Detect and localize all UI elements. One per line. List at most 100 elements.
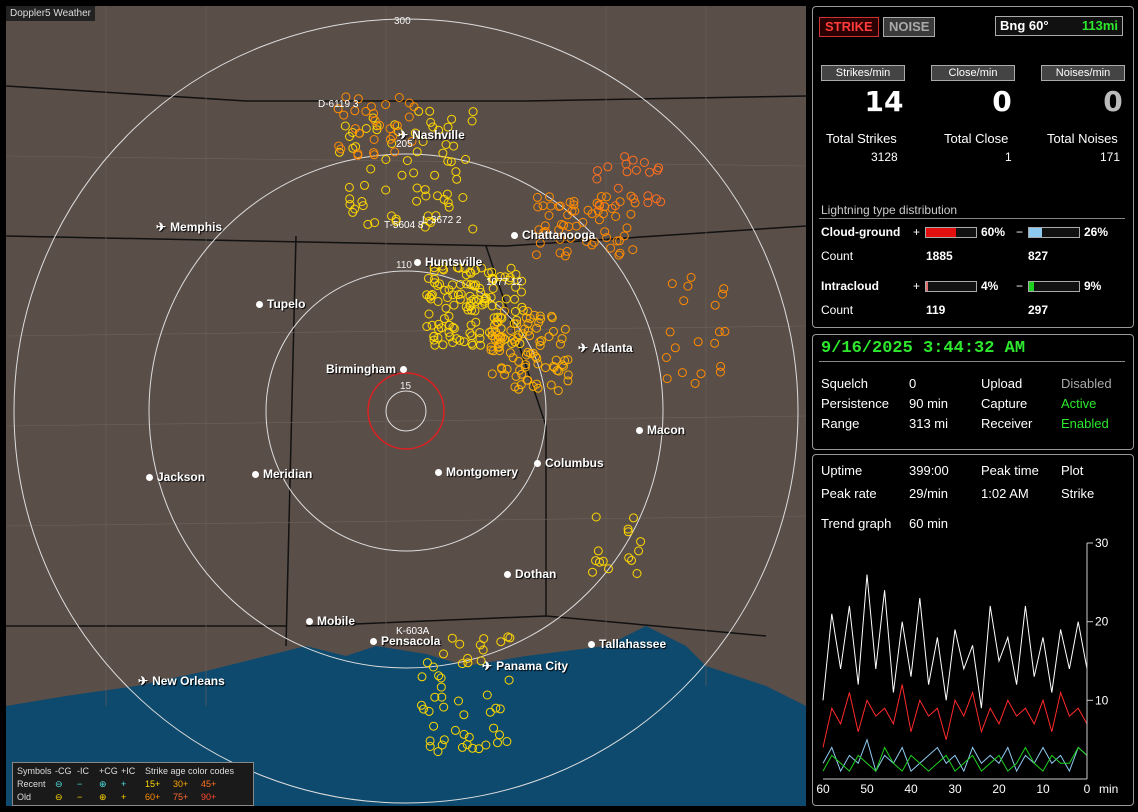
strike-marker [566,233,575,243]
strike-marker [468,743,477,753]
strike-marker [449,141,459,151]
strike-marker [425,106,435,116]
city-dot [504,571,511,579]
noise-mode-button[interactable]: NOISE [883,17,936,37]
strike-marker [394,93,404,102]
x-tick-label: 40 [904,782,918,796]
strike-marker [368,113,378,123]
city-columbus: Columbus [534,456,604,470]
legend-old-label: Old [17,792,32,802]
strike-marker [656,197,666,207]
strike-marker [467,331,477,341]
strike-mode-button[interactable]: STRIKE [819,17,879,37]
peak-time-label: Peak time [981,463,1039,478]
strike-marker [428,662,438,672]
uptime-value: 399:00 [909,463,949,478]
city-panama-city: ✈ Panama City [482,659,569,673]
strike-marker [710,300,720,310]
strike-marker [462,279,471,289]
strike-marker [345,194,355,204]
strike-marker [510,382,520,392]
strike-marker [429,263,439,273]
ring-label-110: 110 [396,260,412,271]
strike-marker [517,276,527,286]
strike-marker [422,322,432,331]
city-atlanta: ✈ Atlanta [578,341,633,355]
strike-marker [619,231,629,241]
sensor-label: D-6119 3 [318,99,359,110]
strike-marker [471,317,481,327]
strike-marker [532,192,542,202]
strike-marker [447,114,457,124]
strike-marker [487,301,497,311]
legend-symbols-label: Symbols [17,766,52,776]
strike-marker [677,368,687,378]
strike-marker [468,224,478,234]
strike-marker [503,632,513,642]
strike-marker [504,275,514,285]
trend-graph-label: Trend graph [821,516,892,531]
strike-marker [358,201,368,211]
upload-label: Upload [981,376,1023,391]
strike-marker [696,369,706,379]
divider [819,361,1125,362]
strike-marker [510,294,520,304]
strike-marker [353,94,363,104]
strike-marker [525,331,535,341]
strike-marker [350,124,360,134]
strike-marker [366,164,376,174]
strike-marker [624,553,634,563]
close-per-min-value: 0 [992,85,1012,118]
minus-sign: − [1016,279,1024,293]
strike-marker [516,380,526,390]
ring-inner [385,390,427,432]
strike-marker [465,291,475,301]
strike-marker [615,197,625,207]
strike-marker [514,356,524,366]
strike-marker [433,333,443,343]
strike-marker [620,152,630,162]
y-tick-label: 10 [1095,693,1109,707]
strike-marker [445,332,455,342]
strike-marker [443,156,453,166]
plot-value[interactable]: Strike [1061,486,1095,501]
strike-marker [496,637,506,647]
airport-icon: ✈ [578,341,589,355]
city-dot [511,232,518,240]
strike-marker [434,671,444,681]
strike-marker [720,326,730,336]
city-tallahassee: Tallahassee [588,637,666,651]
city-new-orleans: ✈ New Orleans [138,674,225,688]
strike-marker [547,311,557,321]
strike-marker [502,737,512,746]
strike-marker [466,268,476,278]
legend-age-title: Strike age color codes [145,766,235,776]
strike-marker [521,350,531,360]
strike-marker [381,100,391,110]
lightning-map[interactable]: Doppler5 Weather 300 110 15 ✈ Nashville ✈… [6,6,806,806]
strike-marker [587,209,597,219]
strike-marker [475,328,485,337]
strike-marker [517,369,527,379]
strike-marker [427,320,437,330]
strike-marker [366,102,376,112]
strike-marker [430,274,439,284]
trend-chart: 60 50 40 30 20 10 0 min 30 20 10 [816,536,1118,796]
strike-marker [485,327,494,337]
strike-marker [643,191,653,201]
strike-marker [570,206,580,216]
strike-marker [470,281,479,291]
strike-marker [549,326,558,336]
strike-marker [602,192,611,202]
strike-marker [421,191,431,201]
strike-marker [444,320,454,330]
squelch-value: 0 [909,376,917,391]
strike-marker [452,174,462,184]
strike-marker [567,206,577,216]
strikes-per-min-value: 14 [864,85,904,118]
noises-per-min-value: 0 [1103,85,1123,118]
neg-cg-icon: ⊖ [55,779,63,789]
strike-marker [645,167,654,177]
receiver-label: Receiver [981,416,1033,431]
legend-col: +CG [99,766,118,776]
